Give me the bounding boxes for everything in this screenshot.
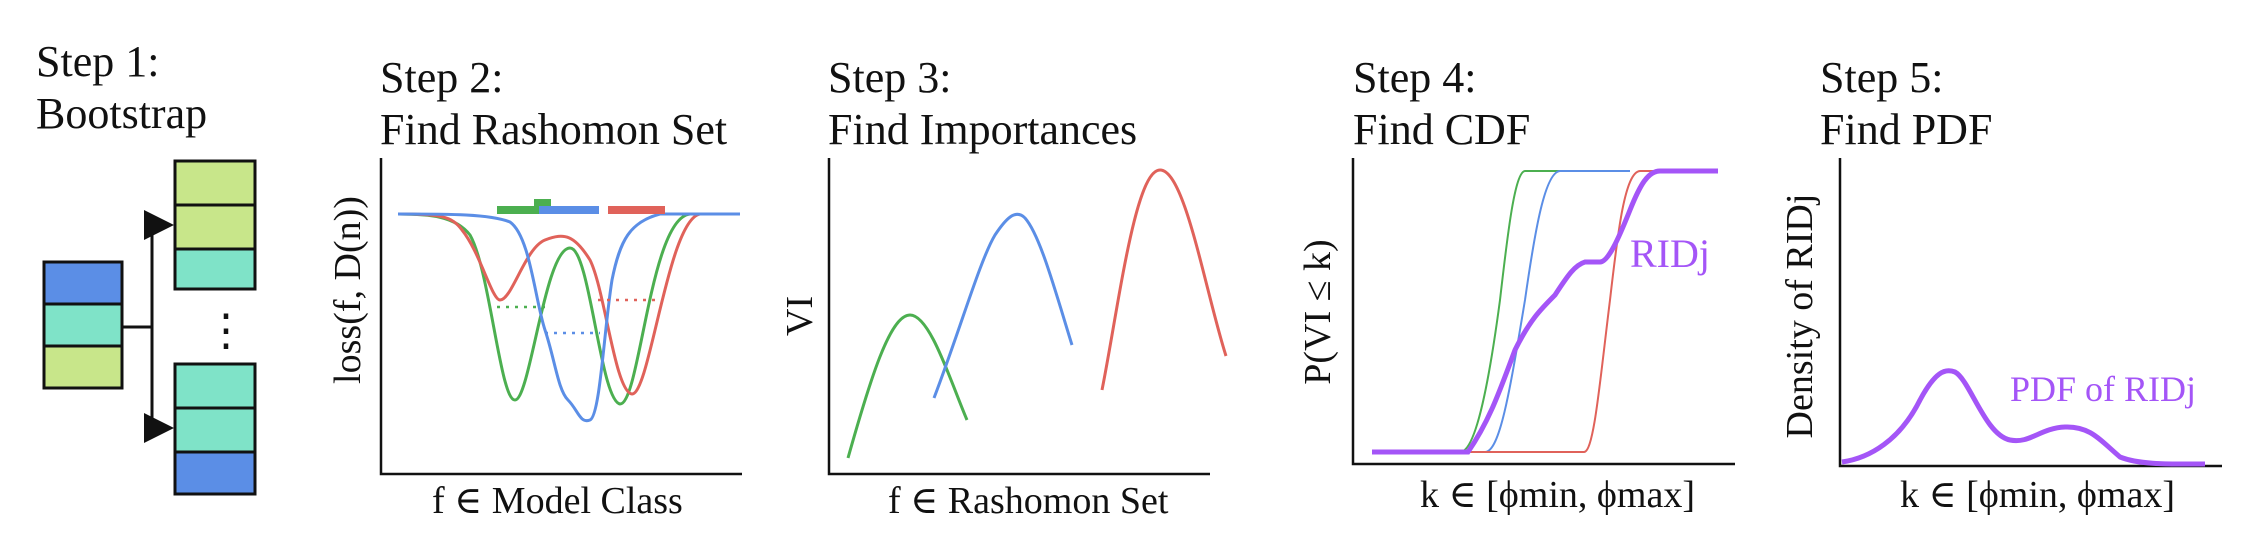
importance-curve-green [846, 313, 969, 459]
rashomon-bar-green [497, 206, 539, 214]
step2-title: Step 2: Find Rashomon Set [380, 52, 727, 156]
dataset-block-teal [42, 302, 124, 348]
cdf-blue [1372, 170, 1630, 453]
importance-curve-blue [932, 212, 1074, 399]
arrow-stem-lower [144, 327, 174, 443]
rid-pdf-curve [1841, 368, 2206, 467]
loss-curve-green [397, 212, 740, 406]
step4-axes [1351, 158, 1735, 466]
loss-curve-red [397, 212, 740, 396]
rashomon-bar-red [608, 206, 665, 214]
bootstrap-sample-top [173, 159, 257, 291]
step2-xlabel: f ∈ Model Class [432, 480, 683, 522]
step4-ylabel: P(VI ≤ k) [1297, 239, 1339, 385]
step5-axes [1838, 158, 2222, 468]
step1-label: Step 1: [36, 37, 160, 86]
bootstrap-sample-bottom [173, 362, 257, 496]
step3-axes [827, 158, 1210, 476]
loss-curve-blue [397, 212, 740, 423]
step2-name: Find Rashomon Set [380, 105, 728, 154]
step5-title: Step 5: Find PDF [1820, 52, 1992, 156]
sample-bottom-block-2 [173, 406, 257, 454]
step3-name: Find Importances [828, 105, 1138, 154]
step1-title: Step 1: Bootstrap [36, 36, 207, 140]
bootstrap-ellipsis: ⋮ [204, 306, 248, 355]
step5-xlabel: k ∈ [ϕmin, ϕmax] [1900, 474, 2175, 516]
step4-label: Step 4: [1353, 53, 1477, 102]
dataset-block-blue [42, 260, 124, 306]
rashomon-bar-green-top [534, 199, 551, 207]
sample-top-block-2 [173, 203, 257, 251]
step5-ylabel: Density of RIDj [1779, 193, 1821, 439]
step1-name: Bootstrap [36, 89, 208, 138]
sample-top-block-1 [173, 159, 257, 207]
step5-name: Find PDF [1820, 105, 1993, 154]
arrow-stem [122, 210, 174, 329]
step4-rid-label: RIDj [1630, 231, 1710, 276]
step2-axes [379, 158, 742, 476]
step3-title: Step 3: Find Importances [828, 52, 1137, 156]
dataset-block-green [42, 344, 124, 390]
rid-cdf-curve [1372, 168, 1718, 455]
step3-importance-curves [846, 168, 1228, 459]
rashomon-set-bars [497, 199, 665, 214]
step2-loss-curves [397, 212, 740, 423]
rashomon-threshold-lines [497, 298, 660, 335]
step3-label: Step 3: [828, 53, 952, 102]
cdf-green [1372, 170, 1620, 453]
step5-pdf-label: PDF of RIDj [2010, 369, 2197, 409]
step3-xlabel: f ∈ Rashomon Set [888, 480, 1169, 522]
step4-xlabel: k ∈ [ϕmin, ϕmax] [1420, 474, 1695, 516]
step4-name: Find CDF [1353, 105, 1531, 154]
rashomon-bar-blue [539, 206, 599, 214]
step2-ylabel: loss(f, D(n)) [327, 196, 369, 384]
original-dataset [42, 260, 124, 390]
sample-bottom-block-3 [173, 450, 257, 496]
bootstrap-arrows [122, 210, 174, 443]
sample-bottom-block-1 [173, 362, 257, 410]
sample-top-block-3 [173, 247, 257, 291]
step3-ylabel: VI [779, 295, 821, 337]
step2-label: Step 2: [380, 53, 504, 102]
cdf-red [1372, 170, 1700, 453]
step4-cdf-curves [1372, 170, 1700, 453]
step5-label: Step 5: [1820, 53, 1944, 102]
step4-title: Step 4: Find CDF [1353, 52, 1530, 156]
importance-curve-red [1100, 168, 1228, 391]
